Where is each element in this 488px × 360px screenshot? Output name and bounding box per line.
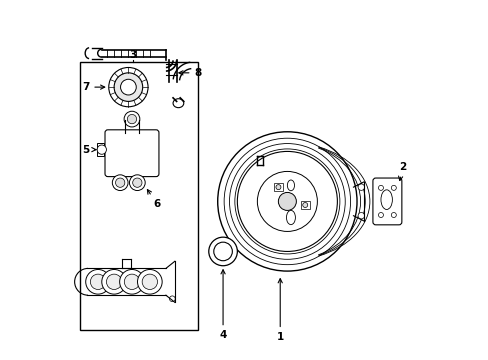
Circle shape xyxy=(90,274,105,289)
Circle shape xyxy=(237,152,337,251)
Circle shape xyxy=(169,296,175,302)
Text: 7: 7 xyxy=(82,82,104,92)
Circle shape xyxy=(97,145,106,154)
Ellipse shape xyxy=(287,180,294,191)
Circle shape xyxy=(390,185,395,190)
Circle shape xyxy=(137,270,162,294)
Ellipse shape xyxy=(173,99,183,108)
Circle shape xyxy=(278,193,296,211)
Circle shape xyxy=(127,114,136,124)
Bar xyxy=(97,143,103,156)
Circle shape xyxy=(120,270,144,294)
Circle shape xyxy=(112,175,128,190)
FancyBboxPatch shape xyxy=(372,178,401,225)
Text: 8: 8 xyxy=(179,68,202,78)
Circle shape xyxy=(124,111,140,127)
FancyBboxPatch shape xyxy=(105,130,159,177)
Circle shape xyxy=(213,242,232,261)
Text: 5: 5 xyxy=(82,145,96,155)
Ellipse shape xyxy=(286,210,295,225)
Circle shape xyxy=(302,203,307,207)
Text: 4: 4 xyxy=(219,270,226,341)
Circle shape xyxy=(129,175,145,190)
Bar xyxy=(80,62,198,330)
Circle shape xyxy=(208,237,237,266)
Circle shape xyxy=(132,178,142,187)
Circle shape xyxy=(257,171,317,231)
Circle shape xyxy=(102,270,126,294)
Circle shape xyxy=(85,270,110,294)
Circle shape xyxy=(124,274,140,289)
Bar xyxy=(274,183,282,192)
Circle shape xyxy=(357,212,364,219)
Circle shape xyxy=(357,184,364,190)
Bar xyxy=(300,201,309,209)
Circle shape xyxy=(275,185,281,190)
Circle shape xyxy=(378,185,383,190)
Circle shape xyxy=(108,67,148,107)
Circle shape xyxy=(115,178,124,187)
Circle shape xyxy=(121,79,136,95)
Text: 2: 2 xyxy=(398,162,406,180)
Circle shape xyxy=(378,212,383,217)
Text: 1: 1 xyxy=(276,279,283,342)
Ellipse shape xyxy=(380,190,391,210)
Circle shape xyxy=(106,274,122,289)
Circle shape xyxy=(142,274,157,289)
Text: 6: 6 xyxy=(147,190,160,209)
Text: 3: 3 xyxy=(129,50,137,60)
Circle shape xyxy=(114,73,142,102)
Circle shape xyxy=(390,212,395,217)
